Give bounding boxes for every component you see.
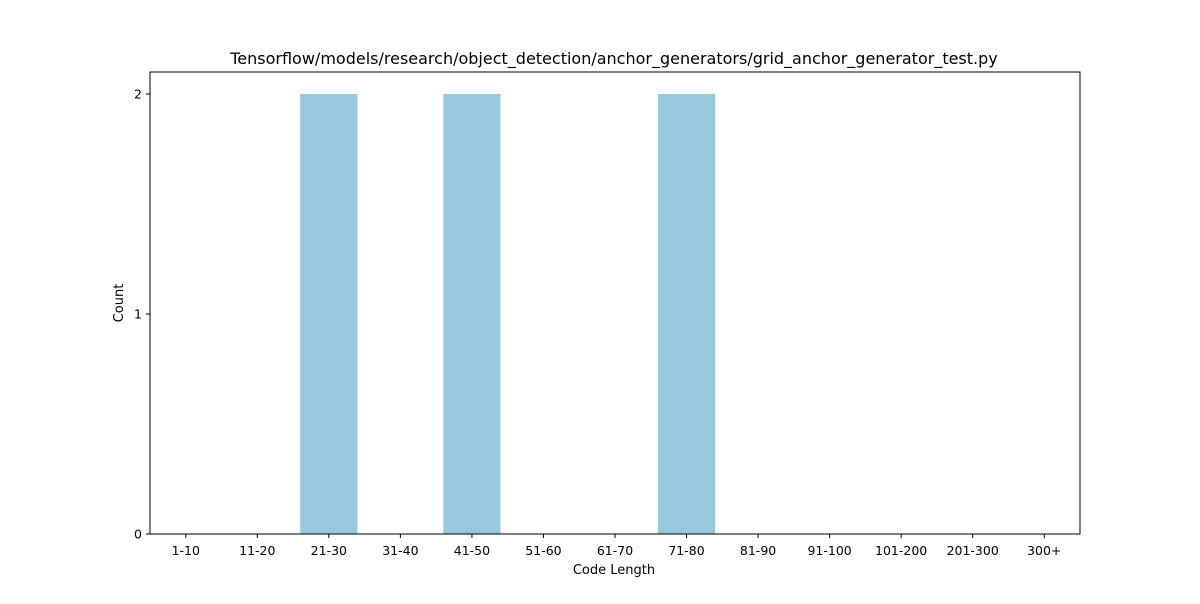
bars-layer (300, 94, 716, 534)
x-tick-label: 201-300 (947, 543, 999, 558)
x-tick-label: 71-80 (668, 543, 704, 558)
x-axis: 1-10 11-20 21-30 31-40 41-50 51-60 61-70 71-80 8… (172, 534, 1061, 558)
x-tick-label: 300+ (1027, 543, 1061, 558)
x-tick-label: 61-70 (597, 543, 633, 558)
x-tick-label: 21-30 (311, 543, 347, 558)
x-tick-label: 51-60 (525, 543, 561, 558)
bar-41-50 (443, 94, 501, 534)
x-tick-label: 81-90 (740, 543, 776, 558)
chart-title: Tensorflow/models/research/object_detect… (229, 49, 998, 69)
x-tick-label: 41-50 (454, 543, 490, 558)
x-tick-label: 101-200 (875, 543, 927, 558)
x-tick-label: 31-40 (382, 543, 418, 558)
x-tick-label: 1-10 (172, 543, 200, 558)
y-axis-label: Count (112, 284, 127, 323)
plot-frame (149, 71, 1081, 535)
x-tick-label: 91-100 (807, 543, 851, 558)
bar-71-80 (657, 94, 716, 534)
y-tick-label: 0 (134, 527, 142, 542)
x-tick-label: 11-20 (239, 543, 275, 558)
y-tick-label: 2 (134, 87, 142, 102)
y-tick-label: 1 (134, 307, 142, 322)
x-axis-label: Code Length (573, 563, 655, 578)
y-axis: 0 1 2 (134, 87, 150, 542)
bar-21-30 (300, 94, 358, 534)
